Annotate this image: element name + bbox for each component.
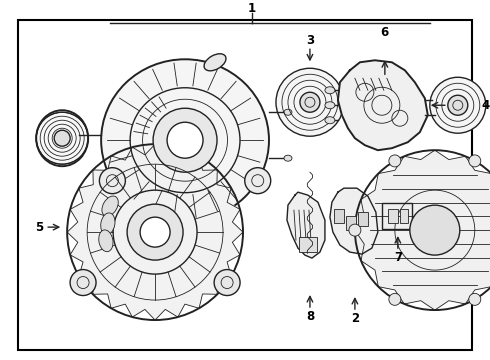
Text: 7: 7: [394, 251, 402, 264]
Polygon shape: [67, 144, 243, 320]
Circle shape: [469, 293, 481, 305]
Circle shape: [127, 204, 183, 260]
Circle shape: [469, 155, 481, 167]
Ellipse shape: [284, 155, 292, 161]
Polygon shape: [355, 150, 490, 310]
Text: 1: 1: [248, 2, 256, 15]
Bar: [400, 209, 408, 223]
Circle shape: [214, 270, 240, 296]
Bar: [358, 212, 368, 226]
Ellipse shape: [102, 196, 118, 216]
Text: 2: 2: [351, 311, 359, 324]
Text: 3: 3: [306, 34, 314, 47]
Circle shape: [54, 130, 70, 146]
Circle shape: [276, 68, 344, 136]
Circle shape: [167, 122, 203, 158]
Ellipse shape: [101, 59, 269, 221]
Bar: [346, 216, 356, 230]
Ellipse shape: [99, 230, 113, 252]
Bar: [334, 209, 344, 223]
Ellipse shape: [36, 110, 88, 166]
Bar: [299, 237, 317, 252]
Polygon shape: [287, 192, 325, 258]
Circle shape: [448, 95, 468, 115]
Ellipse shape: [325, 117, 335, 124]
Bar: [382, 203, 412, 229]
Circle shape: [140, 217, 170, 247]
Bar: [388, 209, 398, 223]
Text: 6: 6: [381, 26, 389, 39]
Ellipse shape: [284, 109, 292, 115]
Circle shape: [389, 293, 401, 305]
Circle shape: [70, 270, 96, 296]
Ellipse shape: [325, 87, 335, 94]
Ellipse shape: [204, 54, 226, 71]
Polygon shape: [330, 188, 378, 254]
Circle shape: [349, 224, 361, 236]
Circle shape: [430, 77, 486, 133]
Text: 8: 8: [306, 310, 314, 323]
Ellipse shape: [101, 213, 115, 235]
Circle shape: [153, 108, 217, 172]
Circle shape: [245, 168, 270, 194]
Circle shape: [389, 155, 401, 167]
Text: 5: 5: [35, 221, 43, 234]
Circle shape: [99, 168, 125, 194]
Circle shape: [300, 92, 320, 112]
Text: 4: 4: [482, 99, 490, 112]
Ellipse shape: [325, 102, 335, 109]
Polygon shape: [338, 60, 428, 150]
Circle shape: [410, 205, 460, 255]
